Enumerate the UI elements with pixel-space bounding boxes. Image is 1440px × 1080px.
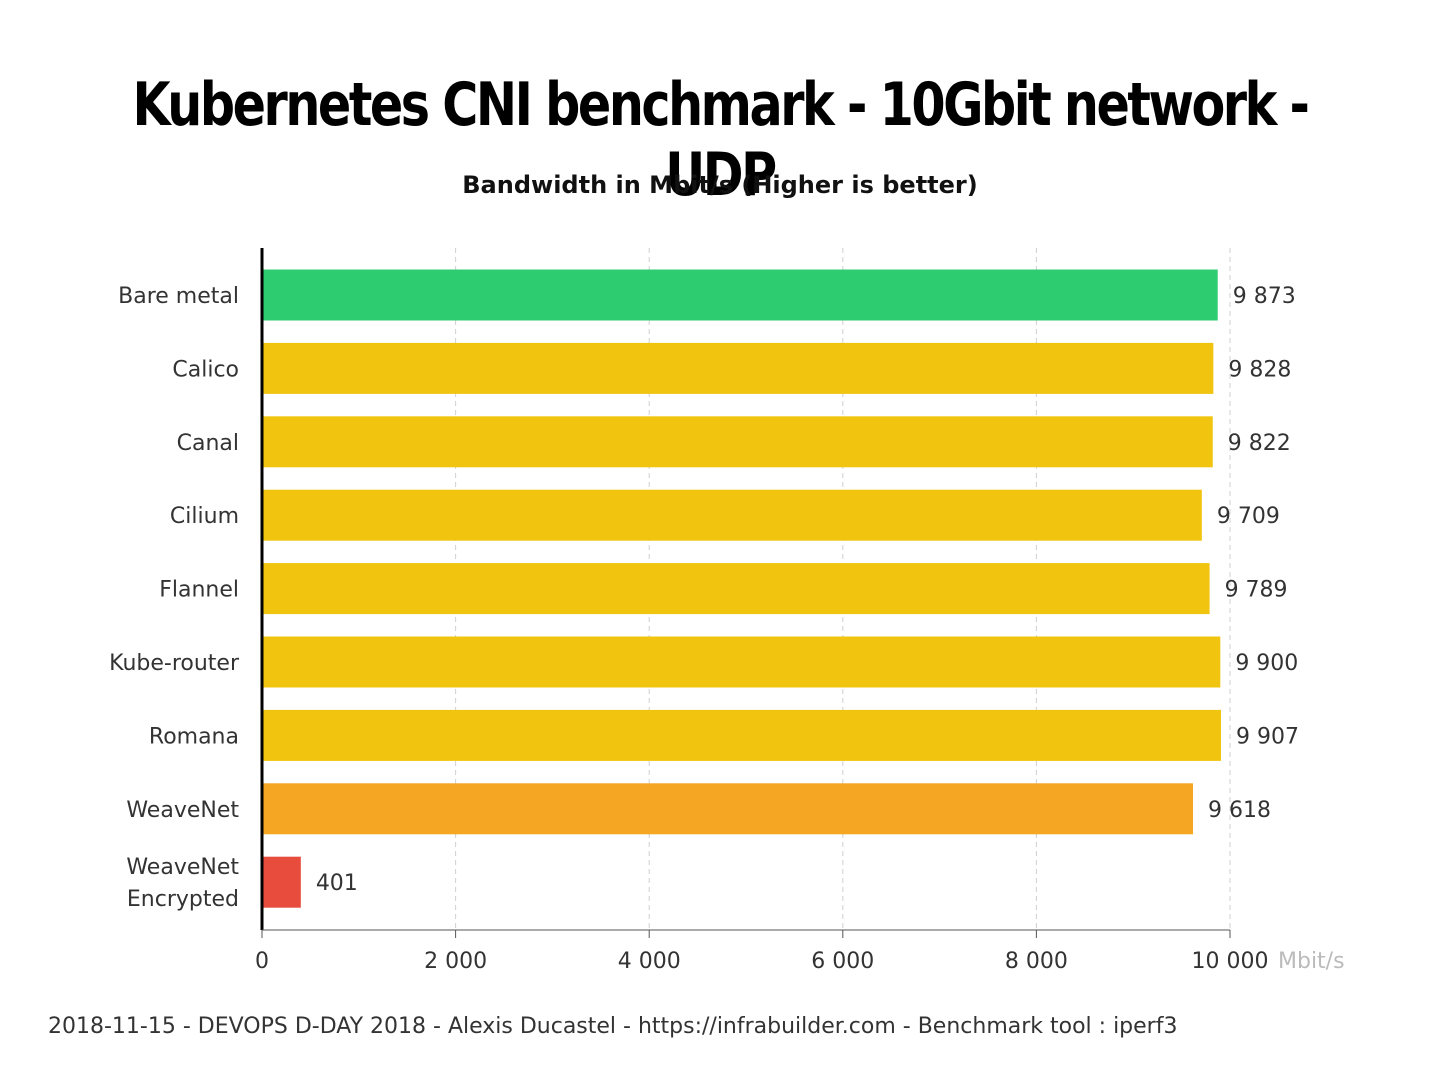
x-tick-label: 4 000	[618, 949, 681, 974]
bar-value-label: 9 789	[1225, 578, 1288, 603]
bar-value-label: 9 822	[1228, 431, 1291, 456]
category-label: Canal	[177, 431, 239, 456]
bar	[262, 489, 1202, 541]
bar-value-label: 9 900	[1235, 651, 1298, 676]
bar	[262, 783, 1194, 835]
bar	[262, 856, 301, 908]
x-axis-unit: Mbit/s	[1278, 949, 1345, 974]
bar-value-label: 9 907	[1236, 724, 1299, 749]
bar-value-label: 9 709	[1217, 504, 1280, 529]
category-label: WeaveNet	[126, 798, 239, 823]
bar	[262, 636, 1221, 688]
bar-value-label: 9 873	[1233, 284, 1296, 309]
category-label: Kube-router	[109, 651, 240, 676]
category-label: Flannel	[159, 578, 239, 603]
bar	[262, 709, 1221, 761]
bar	[262, 269, 1218, 321]
chart-title: Kubernetes CNI benchmark - 10Gbit networ…	[132, 70, 1310, 210]
category-label: Encrypted	[127, 887, 239, 912]
bar-value-label: 9 618	[1208, 798, 1271, 823]
footer-credits: 2018-11-15 - DEVOPS D-DAY 2018 - Alexis …	[48, 1014, 1178, 1039]
category-label: Romana	[149, 724, 239, 749]
category-label: WeaveNet	[126, 855, 239, 880]
bar-value-label: 9 828	[1228, 357, 1291, 382]
bar	[262, 563, 1210, 615]
x-tick-label: 2 000	[424, 949, 487, 974]
x-tick-label: 10 000	[1192, 949, 1269, 974]
category-label: Bare metal	[118, 284, 239, 309]
bar	[262, 416, 1213, 468]
bar	[262, 342, 1214, 394]
category-label: Calico	[172, 357, 239, 382]
category-label: Cilium	[170, 504, 239, 529]
bar-value-label: 401	[316, 871, 358, 896]
bar-chart: 0 2 000 4 000 6 000 8 000 10 000 Mbit/s 9 873 Ba…	[109, 248, 1345, 974]
x-tick-label: 6 000	[811, 949, 874, 974]
x-tick-label: 0	[255, 949, 269, 974]
chart-subtitle: Bandwidth in Mbit/s (Higher is better)	[462, 171, 978, 199]
x-tick-label: 8 000	[1005, 949, 1068, 974]
